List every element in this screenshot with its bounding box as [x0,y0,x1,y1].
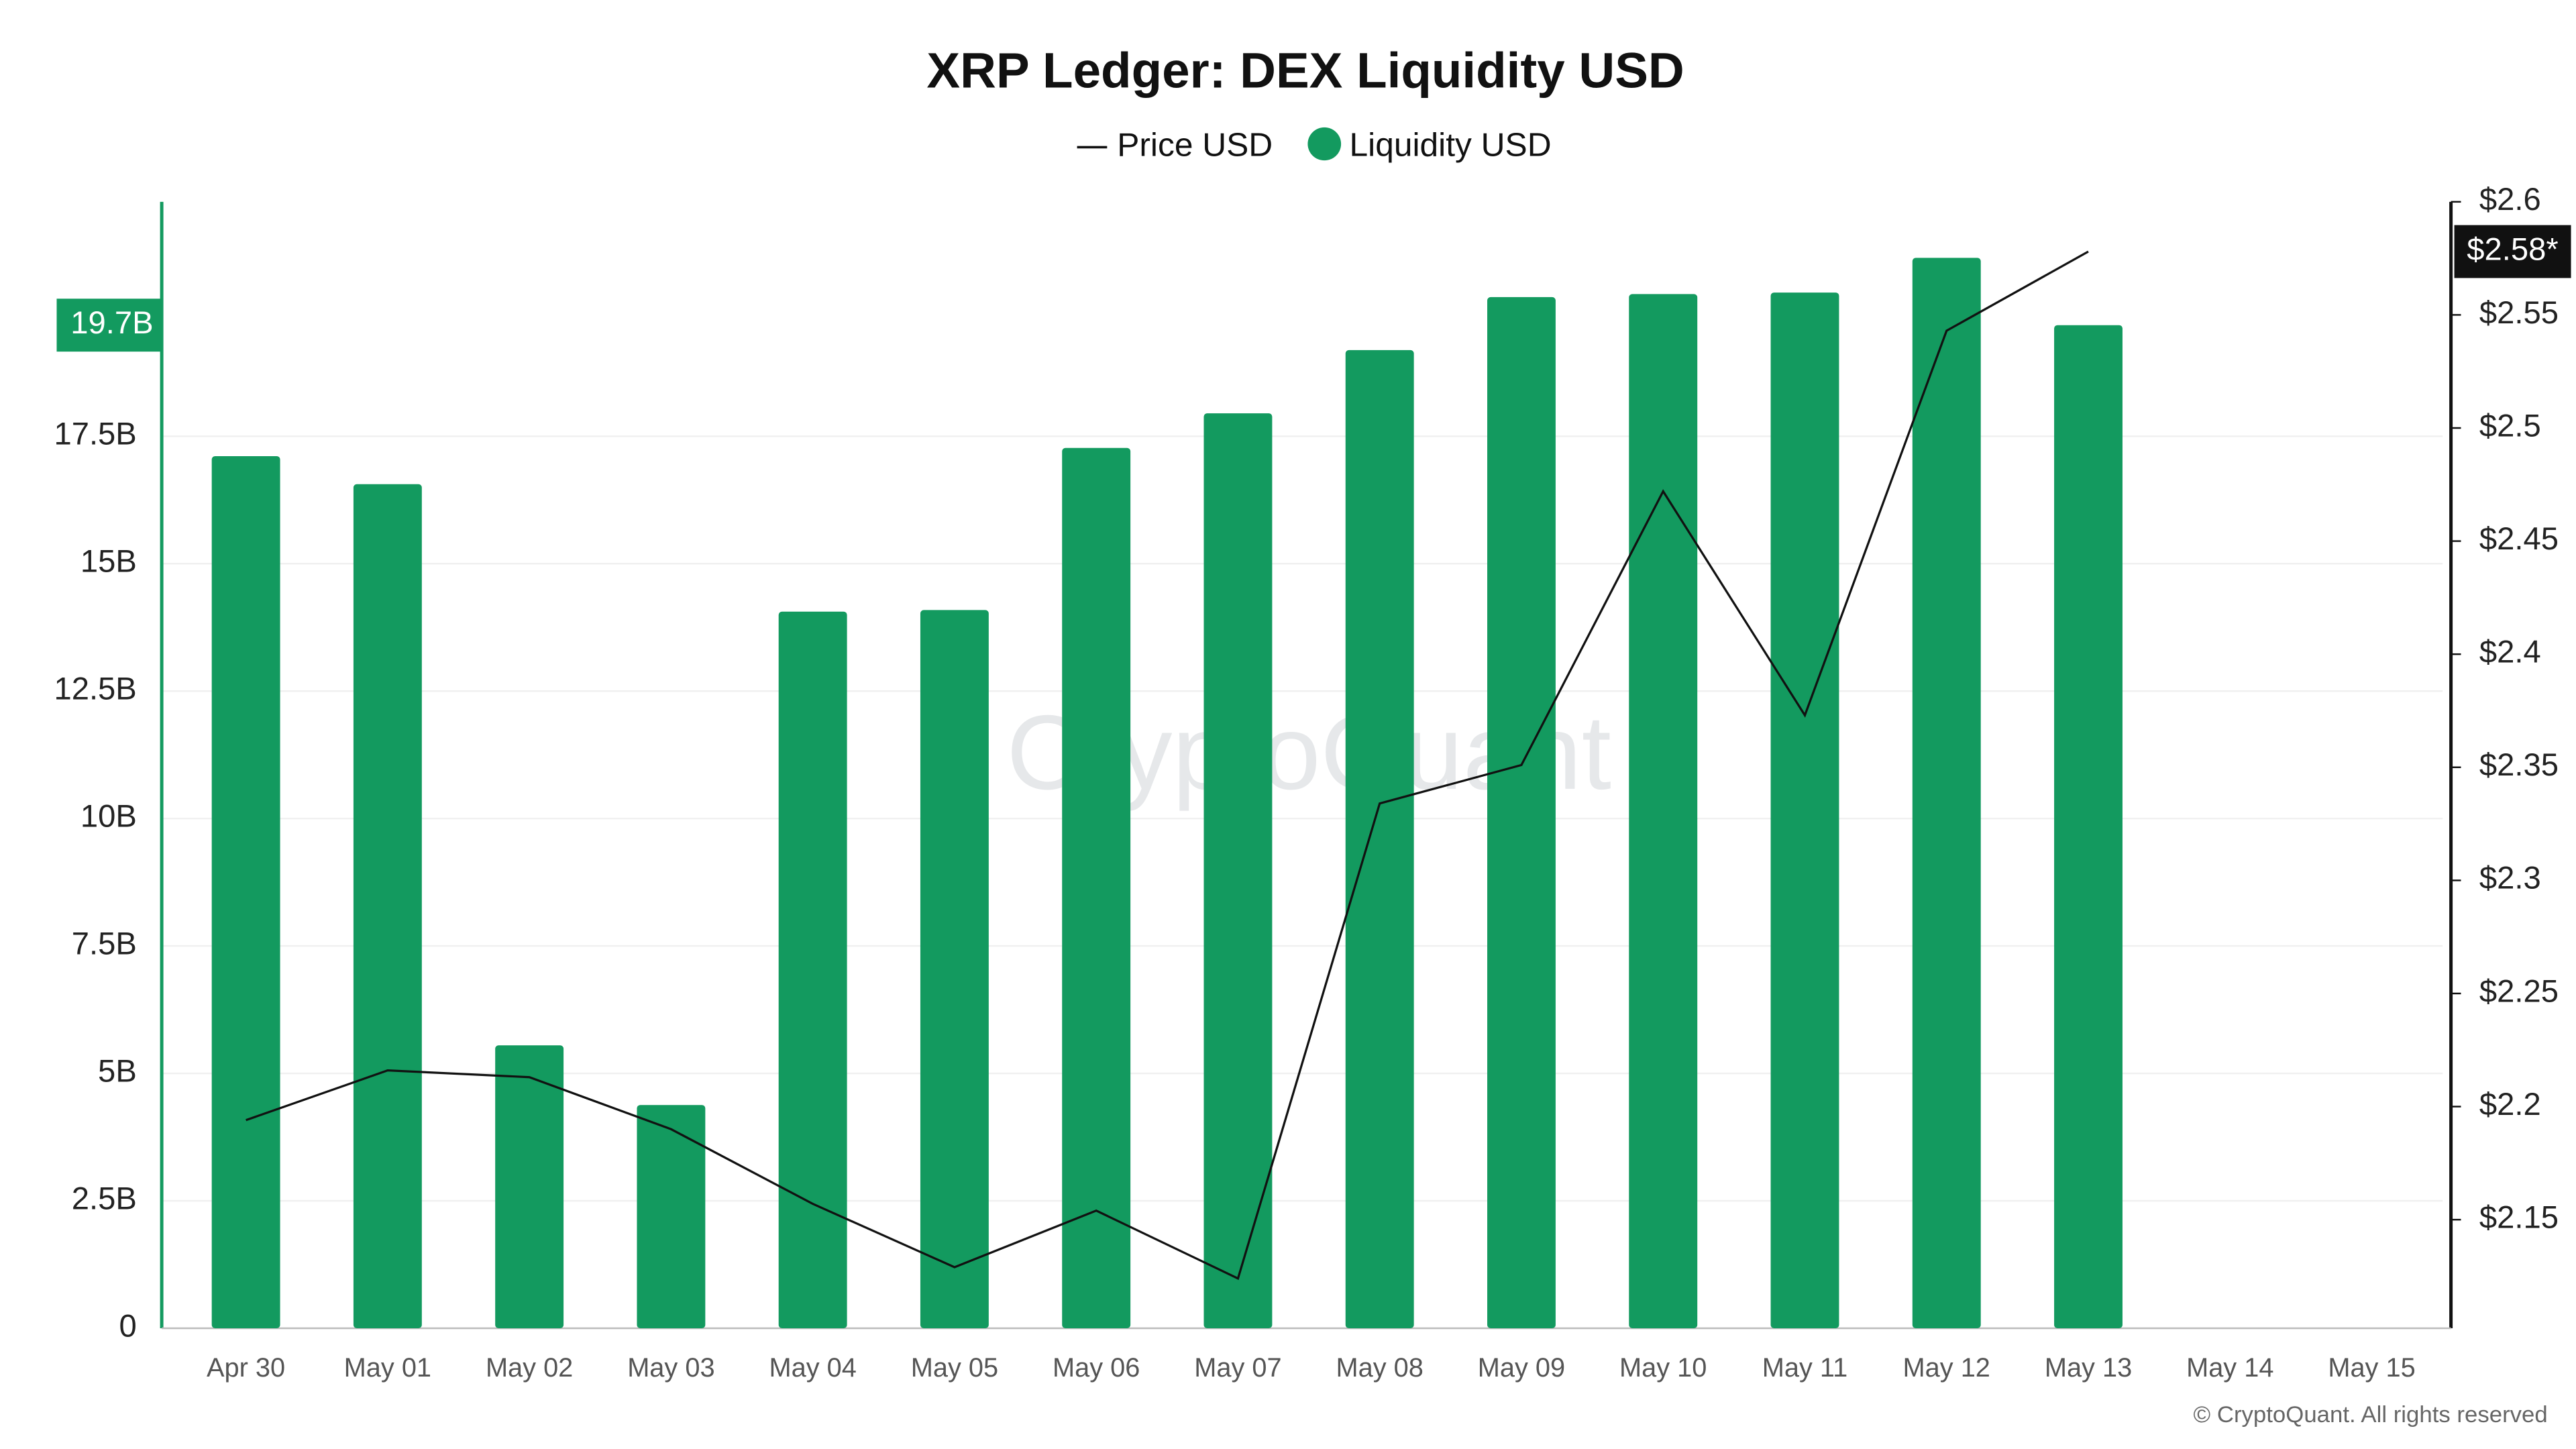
legend-label: Price USD [1117,127,1273,164]
y-tick-label: 7.5B [72,926,137,961]
value-label-bg [2454,225,2571,278]
bar [1629,294,1698,1328]
x-tick-label: May 07 [1194,1353,1281,1383]
x-tick-label: May 10 [1619,1353,1707,1383]
y2-tick-label: $2.55 [2479,294,2559,330]
y2-tick-label: $2.45 [2479,521,2559,556]
x-tick-label: May 12 [1903,1353,1990,1383]
legend-swatch [1307,127,1342,161]
y2-tick-label: $2.2 [2479,1086,2541,1122]
chart-title: XRP Ledger: DEX Liquidity USD [926,43,1684,99]
x-tick-label: May 14 [2186,1353,2273,1383]
value-label: $2.58* [2467,231,2558,267]
x-tick-label: May 09 [1478,1353,1565,1383]
x-tick-label: May 02 [486,1353,573,1383]
x-tick-label: May 01 [344,1353,431,1383]
y-tick-label: 17.5B [54,416,136,451]
x-tick-label: May 08 [1336,1353,1424,1383]
y2-tick-label: $2.35 [2479,747,2559,782]
y-tick-label: 15B [80,543,137,579]
bar [778,611,847,1328]
x-tick-label: May 06 [1053,1353,1140,1383]
value-label: 19.7B [70,305,153,340]
bar [211,455,280,1328]
bar [1487,297,1556,1328]
x-tick-label: May 15 [2328,1353,2415,1383]
footer: © CryptoQuant. All rights reserved [2194,1402,2548,1428]
y2-tick-label: $2.5 [2479,408,2541,443]
bar [1345,350,1414,1328]
y-tick-label: 12.5B [54,671,136,706]
bar [920,610,989,1328]
bar [637,1105,706,1328]
y2-tick-label: $2.4 [2479,634,2541,669]
bar [1770,292,1839,1329]
y-tick-label: 2.5B [72,1181,137,1216]
y2-tick-label: $2.15 [2479,1199,2559,1235]
value-label-bg [56,299,162,352]
bar [353,484,422,1329]
y-tick-label: 10B [80,798,137,834]
y-tick-label: 0 [119,1308,137,1344]
x-tick-label: May 13 [2045,1353,2132,1383]
x-tick-label: May 03 [627,1353,714,1383]
x-tick-label: May 11 [1762,1353,1847,1383]
bar [2054,325,2123,1328]
y2-tick-label: $2.3 [2479,860,2541,896]
price-line [246,250,2089,1281]
bar [1062,447,1131,1328]
y2-tick-label: $2.6 [2479,181,2541,217]
bar [1912,258,1981,1329]
legend-label: Liquidity USD [1350,127,1552,164]
y-tick-label: 5B [98,1053,137,1089]
y2-tick-label: $2.25 [2479,973,2559,1009]
x-tick-label: May 05 [911,1353,998,1383]
bar [1203,413,1273,1328]
bar [495,1045,564,1328]
x-tick-label: Apr 30 [207,1353,285,1383]
x-tick-label: May 04 [769,1353,856,1383]
